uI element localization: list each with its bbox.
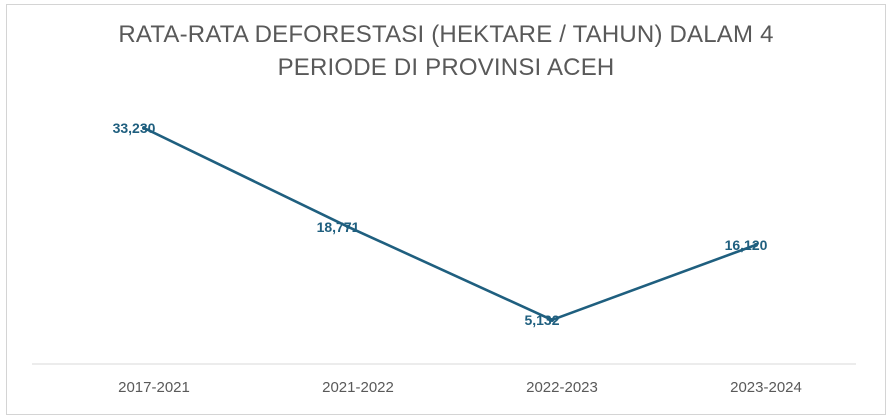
data-point [142, 126, 146, 130]
chart-title: RATA-RATA DEFORESTASI (HEKTARE / TAHUN) … [0, 18, 892, 84]
x-tick-label: 2017-2021 [118, 379, 190, 396]
chart-title-line-2: PERIODE DI PROVINSI ACEH [277, 54, 615, 81]
data-label: 5,132 [524, 312, 559, 328]
series-line [142, 126, 758, 322]
x-tick-label: 2021-2022 [322, 379, 394, 396]
x-tick-label: 2023-2024 [730, 379, 802, 396]
data-label: 16,120 [725, 237, 768, 253]
chart-title-line-1: RATA-RATA DEFORESTASI (HEKTARE / TAHUN) … [118, 21, 774, 48]
data-label: 33,230 [113, 120, 156, 136]
data-point [754, 242, 758, 247]
data-point [550, 317, 554, 322]
data-label: 18,771 [317, 219, 360, 235]
x-tick-label: 2022-2023 [526, 379, 598, 396]
chart-frame [6, 4, 886, 415]
data-point [346, 224, 350, 229]
